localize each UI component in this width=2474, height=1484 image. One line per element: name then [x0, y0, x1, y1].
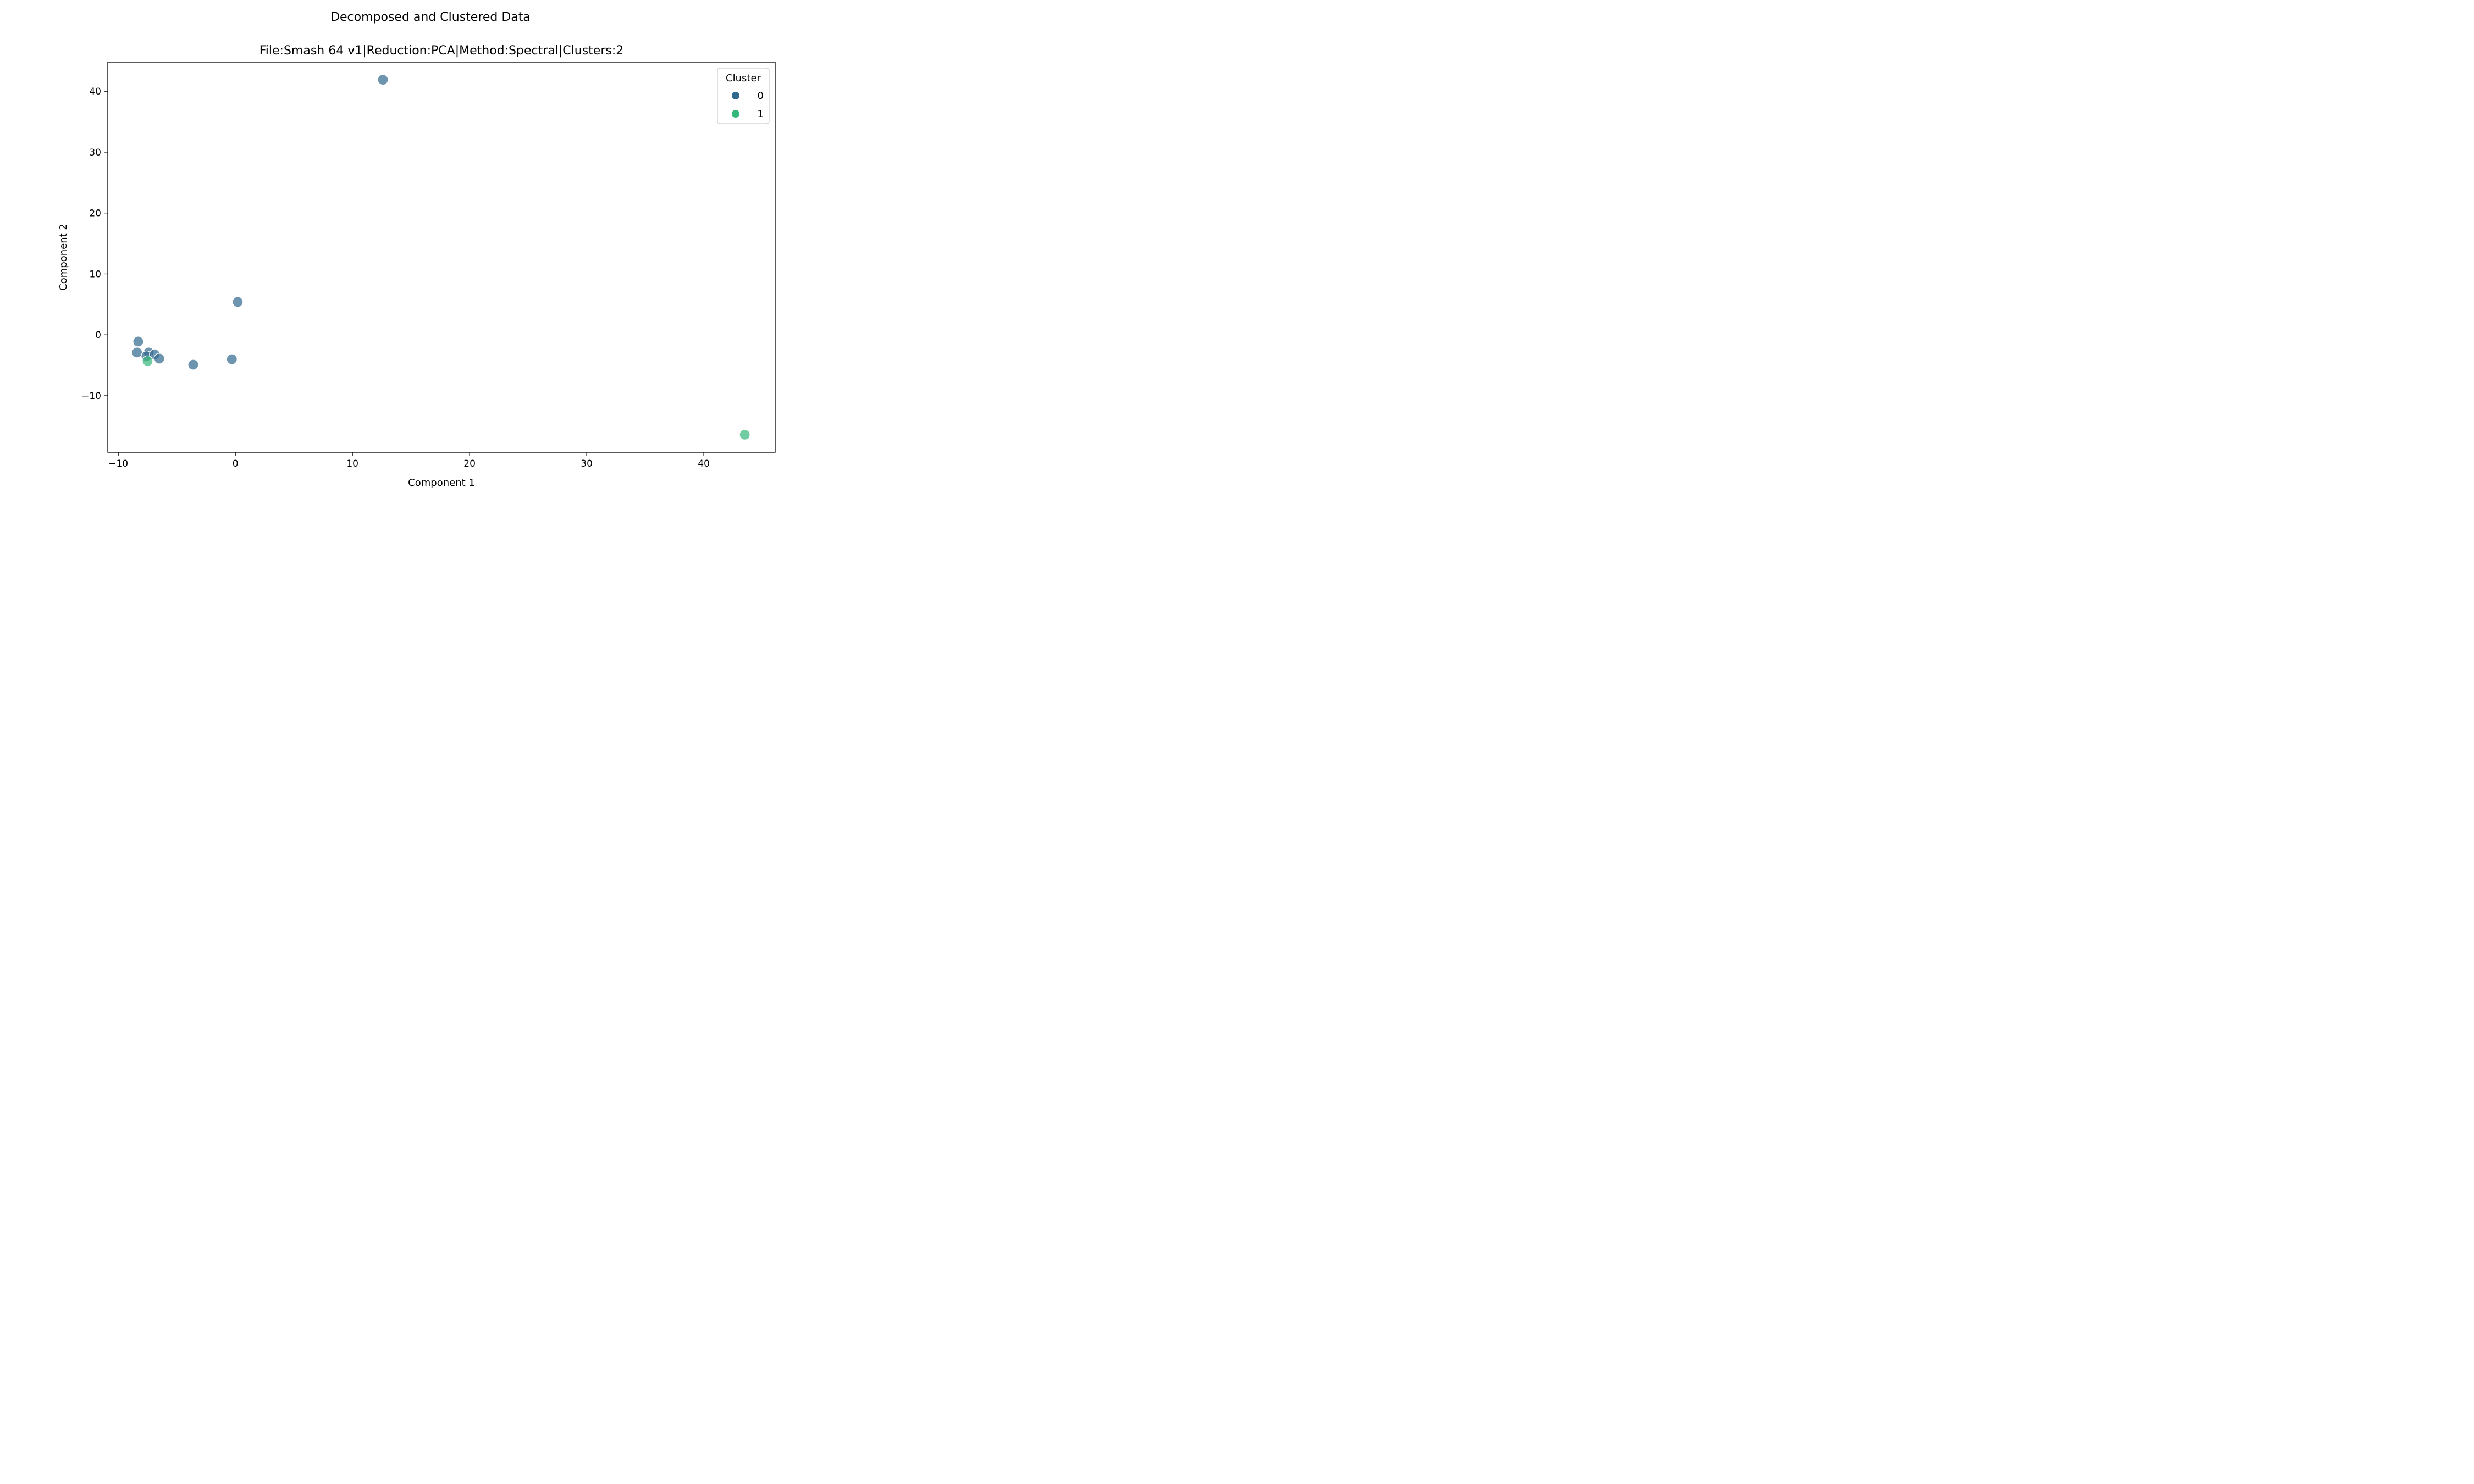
legend-title: Cluster	[726, 73, 761, 84]
y-tick-label: 30	[89, 147, 101, 158]
legend-label-cluster-0: 0	[758, 90, 764, 102]
x-tick-label: 20	[463, 458, 476, 469]
chart-suptitle: Decomposed and Clustered Data	[330, 10, 531, 24]
y-tick-label: −10	[81, 391, 101, 402]
data-point-cluster-0	[131, 347, 143, 358]
legend-marker-cluster-1	[732, 110, 739, 118]
legend-marker-cluster-0	[732, 92, 739, 99]
figure-background	[0, 0, 849, 509]
scatter-chart: Decomposed and Clustered Data File:Smash…	[0, 0, 849, 509]
legend-box	[717, 68, 770, 124]
legend-label-cluster-1: 1	[758, 108, 764, 120]
x-tick-label: 10	[346, 458, 358, 469]
data-point-cluster-0	[187, 359, 199, 370]
x-axis-label: Component 1	[408, 477, 475, 489]
data-point-cluster-0	[132, 336, 144, 347]
chart-title: File:Smash 64 v1|Reduction:PCA|Method:Sp…	[259, 44, 624, 58]
x-tick-label: 0	[233, 458, 239, 469]
y-axis: −10 0 10 20 30 40	[81, 86, 108, 402]
y-tick-label: 20	[89, 208, 101, 219]
y-tick-label: 0	[95, 330, 101, 341]
y-axis-label: Component 2	[58, 224, 69, 291]
data-point-cluster-1	[739, 429, 750, 440]
data-point-cluster-0	[153, 353, 165, 364]
x-axis: −10 0 10 20 30 40	[108, 452, 710, 469]
x-tick-label: −10	[108, 458, 128, 469]
data-point-cluster-1	[142, 355, 153, 367]
legend: Cluster 0 1	[717, 68, 770, 124]
y-tick-label: 10	[89, 269, 101, 280]
data-point-cluster-0	[226, 353, 238, 365]
y-tick-label: 40	[89, 86, 101, 97]
data-point-cluster-0	[377, 74, 389, 86]
x-tick-label: 40	[698, 458, 710, 469]
scatter-points	[131, 74, 750, 440]
x-tick-label: 30	[581, 458, 593, 469]
plot-area	[107, 62, 776, 453]
data-point-cluster-0	[232, 296, 244, 308]
